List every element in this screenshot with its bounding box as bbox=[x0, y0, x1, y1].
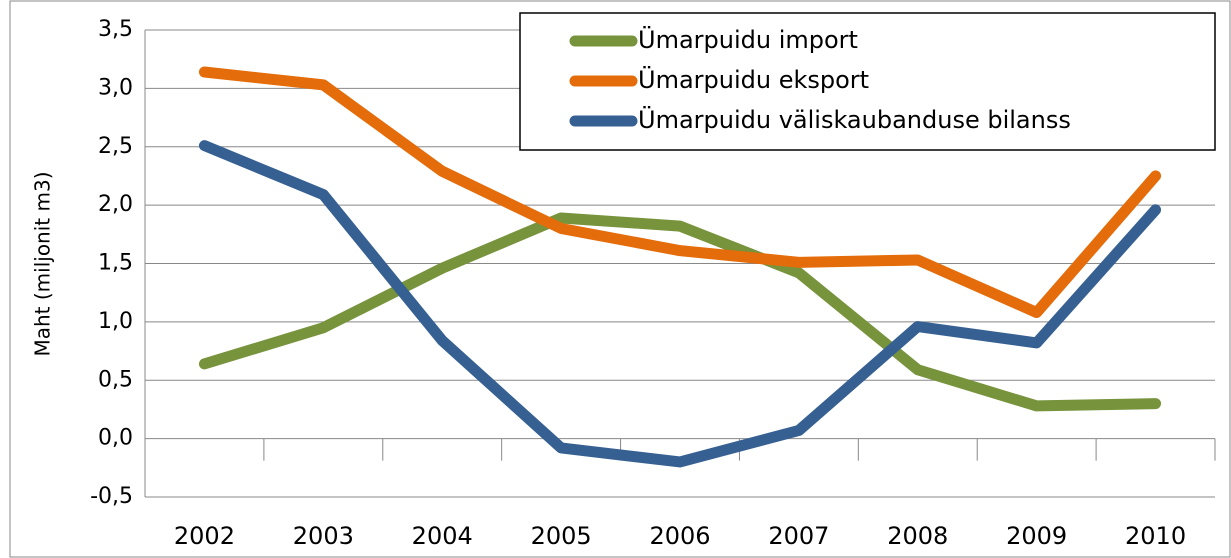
legend-box bbox=[519, 12, 1216, 151]
y-tick-label: 1,0 bbox=[98, 309, 133, 334]
y-tick-label: 2,5 bbox=[98, 134, 133, 159]
legend-label: Ümarpuidu import bbox=[638, 25, 858, 54]
x-tick-label: 2010 bbox=[1125, 522, 1186, 550]
x-tick-label: 2008 bbox=[887, 522, 948, 550]
x-tick-label: 2002 bbox=[174, 522, 235, 550]
series-line bbox=[198, 66, 1162, 319]
legend-label: Ümarpuidu väliskaubanduse bilanss bbox=[638, 105, 1071, 134]
x-tick-label: 2006 bbox=[649, 522, 710, 550]
x-tick-label: 2004 bbox=[412, 522, 473, 550]
y-tick-label: 1,5 bbox=[98, 251, 133, 276]
series-line bbox=[198, 140, 1162, 468]
y-tick-label: -0,5 bbox=[90, 484, 133, 509]
x-tick-label: 2009 bbox=[1006, 522, 1067, 550]
y-tick-label: 2,0 bbox=[98, 192, 133, 217]
y-tick-label: 3,5 bbox=[98, 17, 133, 42]
y-tick-label: 0,5 bbox=[98, 367, 133, 392]
y-tick-label: 3,0 bbox=[98, 75, 133, 100]
x-tick-label: 2003 bbox=[293, 522, 354, 550]
series-line bbox=[198, 212, 1162, 412]
x-tick-label: 2005 bbox=[531, 522, 592, 550]
y-axis-label: Maht (miljonit m3) bbox=[31, 171, 55, 356]
y-tick-label: 0,0 bbox=[98, 426, 133, 451]
legend-label: Ümarpuidu eksport bbox=[638, 65, 869, 94]
x-tick-label: 2007 bbox=[768, 522, 829, 550]
